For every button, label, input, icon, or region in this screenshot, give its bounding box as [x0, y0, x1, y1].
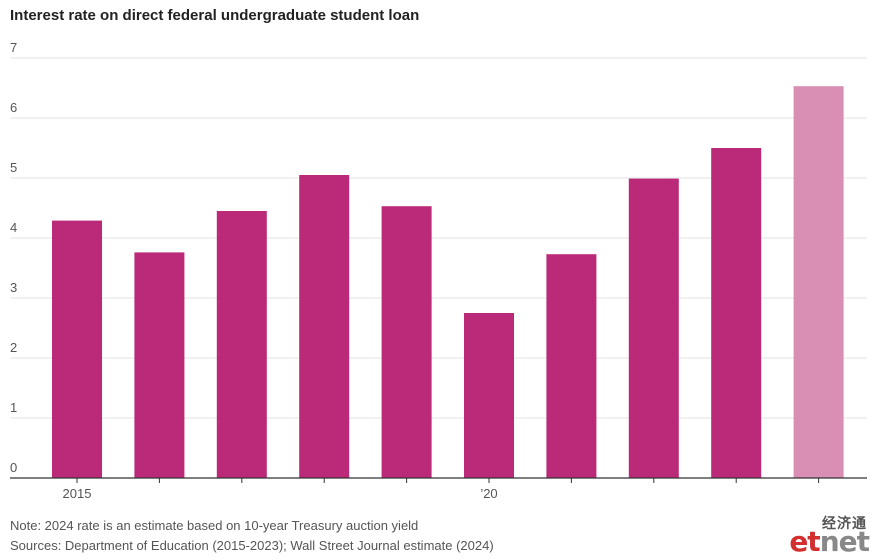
logo-net: net [819, 525, 870, 558]
y-tick-label-6: 6 [10, 100, 17, 115]
etnet-watermark: 经济通 etnet [781, 513, 871, 559]
chart-note: Note: 2024 rate is an estimate based on … [10, 518, 419, 533]
chart-sources: Sources: Department of Education (2015-2… [10, 538, 494, 553]
bar-2020 [464, 313, 514, 478]
x-axis [10, 477, 867, 483]
y-axis-ticks: 0 1 2 3 4 5 6 7 [10, 40, 17, 475]
y-tick-label-1: 1 [10, 400, 17, 415]
x-axis-ticks: 2015 ’20 [63, 486, 498, 501]
etnet-logo: etnet [789, 525, 870, 558]
bar-2018 [299, 175, 350, 478]
y-tick-label-0: 0 [10, 460, 17, 475]
logo-et: et [789, 525, 820, 558]
estimate-bar-2024 [793, 86, 844, 478]
bar-2016 [134, 252, 185, 478]
y-tick-label-2: 2 [10, 340, 17, 355]
bar-2022 [628, 178, 679, 478]
bar-2019 [381, 206, 432, 478]
bar-2023 [711, 148, 762, 478]
y-tick-label-3: 3 [10, 280, 17, 295]
y-tick-label-7: 7 [10, 40, 17, 55]
bars [52, 86, 844, 478]
y-tick-label-4: 4 [10, 220, 17, 235]
chart-title: Interest rate on direct federal undergra… [10, 7, 420, 24]
bar-2021 [546, 254, 597, 478]
bar-2015 [52, 220, 102, 478]
x-tick-label-2020: ’20 [480, 486, 497, 501]
x-tick-label-2015: 2015 [63, 486, 92, 501]
y-tick-label-5: 5 [10, 160, 17, 175]
bar-2017 [216, 211, 267, 478]
watermark-cjk-text: 经济通 [822, 516, 867, 532]
